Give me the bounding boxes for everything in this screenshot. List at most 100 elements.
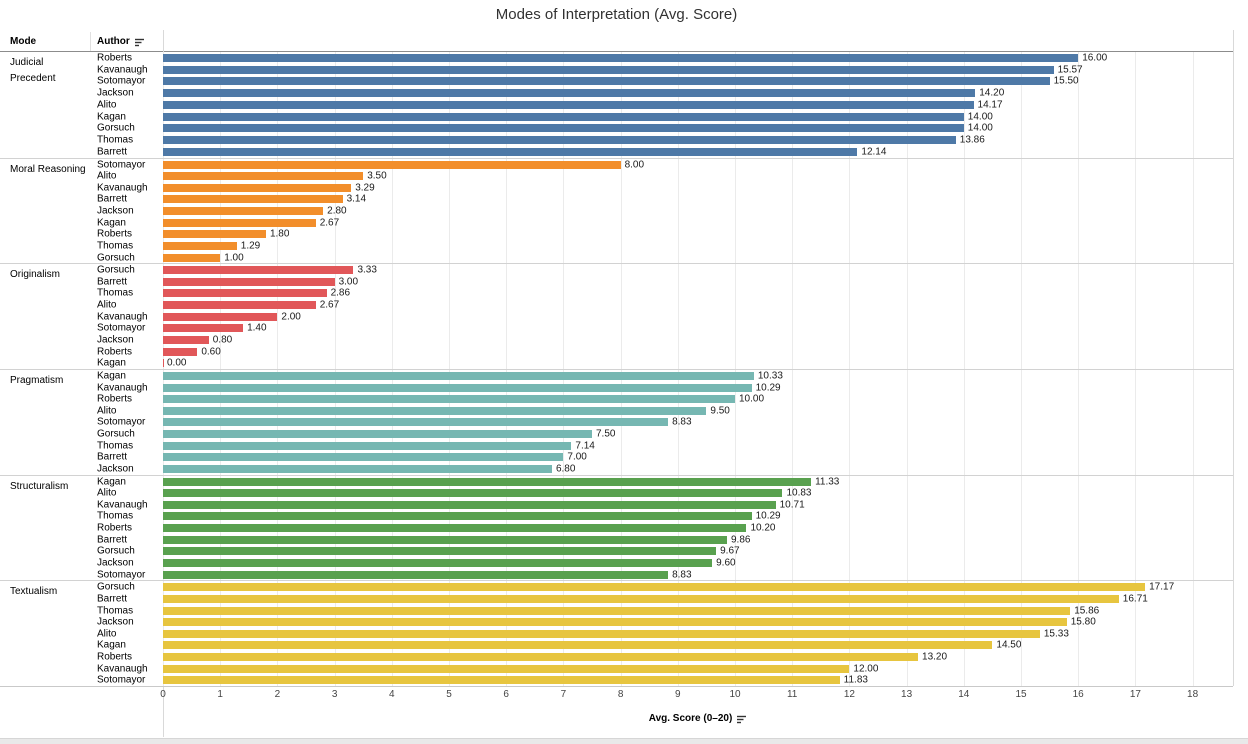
bar[interactable] [163,606,1071,615]
value-label: 9.60 [716,557,736,569]
bar[interactable] [163,230,266,239]
bar[interactable] [163,112,964,121]
bar[interactable] [163,335,209,344]
author-label: Thomas [97,134,134,146]
value-label: 6.80 [555,463,576,475]
value-label: 13.86 [959,134,985,146]
bar[interactable] [163,289,327,298]
bar-row: Sotomayor 8.00 [0,159,1233,171]
author-label: Alito [97,628,117,640]
mode-group: Structuralism Kagan 11.33 Alito 10.83 Kavanau… [0,474,1233,581]
bar[interactable] [163,183,352,192]
value-label: 1.29 [240,240,261,252]
bar-row: Alito 15.33 [0,628,1233,640]
value-label: 10.71 [779,499,805,511]
gridline [563,52,565,686]
bar-row: Kavanaugh 12.00 [0,663,1233,675]
author-label: Kavanaugh [97,182,148,194]
bar[interactable] [163,147,858,156]
sort-descending-icon[interactable] [134,37,145,47]
axis-tick-label: 0 [160,689,166,700]
value-label: 14.17 [977,99,1003,111]
bar[interactable] [163,441,572,450]
axis-tick-label: 15 [1015,689,1027,700]
bar[interactable] [163,359,164,368]
chart-groups: Judicial Precedent Roberts 16.00 Kavanaugh 1… [0,52,1233,686]
bar[interactable] [163,535,727,544]
bar[interactable] [163,570,669,579]
bar[interactable] [163,594,1119,603]
author-label: Kagan [97,476,126,488]
gridline [792,52,794,686]
bar[interactable] [163,207,324,215]
bar[interactable] [163,195,343,204]
value-label: 10.83 [786,487,812,499]
bar-row: Kagan 0.00 [0,357,1233,369]
bar[interactable] [163,512,752,521]
value-label: 9.67 [720,545,740,557]
bar[interactable] [163,241,237,250]
bar-row: Kagan 14.50 [0,640,1233,652]
bar[interactable] [163,500,776,509]
bar-row: Gorsuch 14.00 [0,123,1233,135]
bar[interactable] [163,453,564,462]
bar[interactable] [163,218,316,227]
mode-label: Originalism [10,269,61,281]
bar-row: Jackson 0.80 [0,334,1233,346]
author-label: Thomas [97,240,134,252]
value-label: 0.60 [201,346,221,358]
bar[interactable] [163,676,840,685]
value-label: 2.67 [319,217,340,229]
bar[interactable] [163,65,1054,74]
bar[interactable] [163,489,783,498]
bar[interactable] [163,524,747,533]
bar[interactable] [163,383,752,392]
bar-row: Thomas 1.29 [0,240,1233,252]
value-label: 0.00 [167,357,187,369]
bar[interactable] [163,312,278,321]
bar-row: Kavanaugh 10.29 [0,382,1233,394]
bar[interactable] [163,653,919,661]
bar[interactable] [163,277,335,286]
bar[interactable] [163,464,552,473]
bar-row: Alito 9.50 [0,405,1233,417]
bar[interactable] [163,583,1146,592]
value-label: 2.67 [319,299,340,311]
bar[interactable] [163,477,812,486]
bar[interactable] [163,347,198,356]
bar[interactable] [163,77,1050,86]
value-label: 10.00 [739,393,765,405]
bar[interactable] [163,430,592,438]
bar[interactable] [163,136,956,145]
gridline-layer [163,52,1194,686]
bar[interactable] [163,301,316,310]
bar[interactable] [163,371,754,380]
bar[interactable] [163,89,976,98]
bar[interactable] [163,100,974,109]
bar[interactable] [163,266,354,275]
bar[interactable] [163,324,244,333]
value-label: 2.00 [281,311,301,323]
bar[interactable] [163,558,713,567]
bar[interactable] [163,547,717,556]
value-label: 15.80 [1070,616,1096,628]
bar[interactable] [163,124,964,133]
bar[interactable] [163,418,669,427]
bar[interactable] [163,160,621,169]
value-label: 14.00 [967,122,993,134]
gridline [735,52,736,686]
bar[interactable] [163,395,735,404]
bar[interactable] [163,406,707,415]
sort-descending-icon[interactable] [736,714,747,724]
axis-tick-label: 3 [331,689,338,700]
bar-row: Roberts 10.00 [0,393,1233,405]
bar[interactable] [163,618,1067,627]
bar[interactable] [163,641,993,650]
bar[interactable] [163,253,221,262]
author-label: Kagan [97,639,126,651]
bar[interactable] [163,664,850,673]
value-label: 10.20 [750,522,776,534]
bar[interactable] [163,629,1040,638]
bar[interactable] [163,53,1079,62]
bar[interactable] [163,172,364,181]
